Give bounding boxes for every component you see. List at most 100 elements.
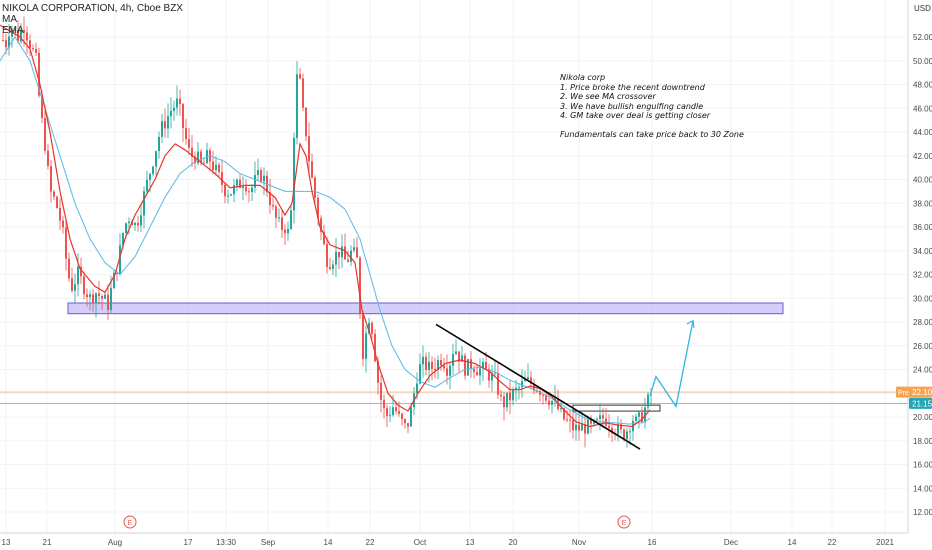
candle-body [35, 48, 37, 53]
bull-candle [176, 85, 178, 116]
bull-candle [113, 270, 115, 289]
x-tick-label: 17 [184, 538, 193, 547]
candle-body [470, 359, 472, 370]
x-tick-label: Sep [261, 538, 276, 547]
bear-candle [464, 352, 466, 380]
bear-candle [194, 151, 196, 170]
chart-legend: NIKOLA CORPORATION, 4h, Cboe BZX MA EMA [2, 3, 183, 36]
y-tick-label: 12.00 [913, 508, 932, 517]
y-tick-label: 52.00 [913, 33, 932, 42]
candle-body [581, 424, 583, 431]
candle-body [440, 360, 442, 366]
candle-body [218, 164, 220, 173]
candle-body [242, 186, 244, 189]
bear-candle [164, 108, 166, 138]
bear-candle [305, 107, 307, 142]
bull-candle [341, 234, 343, 268]
candle-body [152, 166, 154, 174]
candle-body [635, 416, 637, 421]
candle-body [428, 361, 430, 371]
candle-body [329, 266, 331, 269]
annotation-line: 2. We see MA crossover [560, 92, 656, 101]
candle-body [20, 30, 22, 42]
bull-candle [158, 131, 160, 159]
bull-candle [227, 189, 229, 204]
ema-indicator-label[interactable]: EMA [2, 25, 24, 36]
candle-body [290, 210, 292, 229]
candle-body [92, 294, 94, 304]
candle-body [23, 30, 25, 33]
bull-candle [482, 357, 484, 382]
bull-candle [143, 186, 145, 229]
symbol-title[interactable]: NIKOLA CORPORATION, 4h, Cboe BZX [2, 3, 183, 14]
moving-averages [0, 24, 651, 428]
bull-candle [290, 204, 292, 231]
bull-candle [293, 132, 295, 224]
candle-body [602, 415, 604, 419]
bull-candle [494, 359, 496, 377]
candle-body [380, 382, 382, 400]
bear-candle [404, 418, 406, 429]
bull-candle [206, 142, 208, 164]
resistance-zone-30 [67, 302, 784, 315]
bear-candle [308, 122, 310, 173]
bear-candle [218, 162, 220, 177]
candle-body [89, 294, 91, 298]
candle-body [356, 247, 358, 258]
bull-candle [455, 339, 457, 356]
candle-body [611, 428, 613, 434]
candle-body [371, 322, 373, 334]
bear-candle [374, 329, 376, 363]
candle-body [164, 121, 166, 129]
candle-body [521, 381, 523, 388]
candle-body [80, 266, 82, 277]
bull-candle [599, 403, 601, 431]
text-annotation[interactable]: Nikola corp 1. Price broke the recent do… [560, 73, 744, 139]
candle-body [548, 400, 550, 405]
bull-candle [119, 233, 121, 276]
bear-candle [500, 389, 502, 402]
candle-body [320, 218, 322, 232]
bear-candle [338, 251, 340, 270]
bear-candle [311, 153, 313, 179]
candle-body [284, 229, 286, 234]
candle-body [185, 128, 187, 140]
y-tick-label: 16.00 [913, 461, 932, 470]
candle-body [161, 121, 163, 137]
candle-body [578, 424, 580, 431]
bull-candle [242, 176, 244, 201]
bull-candle [635, 413, 637, 423]
candle-body [530, 377, 532, 384]
candle-body [278, 217, 280, 219]
candle-body [650, 394, 652, 396]
bull-candle [518, 383, 520, 400]
x-tick-label: 22 [828, 538, 837, 547]
candle-body [50, 165, 52, 192]
candle-body [56, 196, 58, 209]
bull-candle [263, 167, 265, 196]
bull-candle [296, 61, 298, 145]
candle-body [140, 215, 142, 226]
candle-body [344, 246, 346, 260]
bear-candle [572, 410, 574, 439]
bull-candle [419, 353, 421, 385]
x-tick-label: Dec [724, 538, 738, 547]
earnings-marker: E [617, 515, 631, 529]
candle-body [233, 185, 235, 195]
bull-candle [236, 178, 238, 192]
ma-indicator-label[interactable]: MA [2, 14, 17, 25]
pre-label: Pre [898, 390, 909, 397]
candle-body [158, 136, 160, 152]
candles-layer [2, 16, 652, 448]
bear-candle [191, 135, 193, 167]
candle-body [473, 369, 475, 372]
candle-body [188, 139, 190, 148]
candle-body [512, 389, 514, 401]
bear-candle [566, 409, 568, 423]
candle-body [65, 227, 67, 259]
candle-body [296, 74, 298, 138]
y-tick-label: 48.00 [913, 81, 932, 90]
ema-line [0, 24, 651, 428]
bull-candle [515, 379, 517, 402]
